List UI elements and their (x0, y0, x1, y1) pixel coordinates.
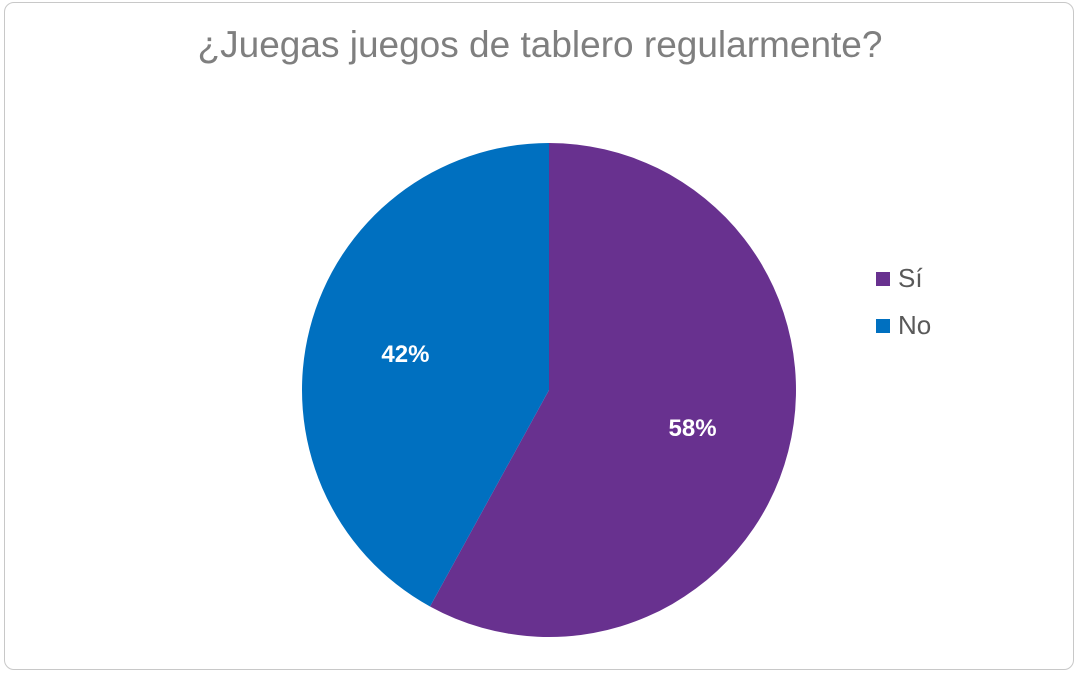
legend-swatch-si (876, 271, 890, 286)
pie-slice-no (302, 143, 549, 607)
legend-item-si: Sí (876, 255, 931, 302)
chart-title: ¿Juegas juegos de tablero regularmente? (197, 24, 883, 65)
pie-slice-si (430, 143, 796, 637)
data-label-no: 42% (381, 341, 429, 368)
data-label-si: 58% (669, 415, 717, 442)
legend-label-no: No (898, 310, 932, 340)
legend: Sí No (876, 255, 931, 349)
legend-item-no: No (876, 302, 931, 349)
legend-swatch-no (876, 318, 890, 333)
legend-label-si: Sí (898, 263, 923, 293)
